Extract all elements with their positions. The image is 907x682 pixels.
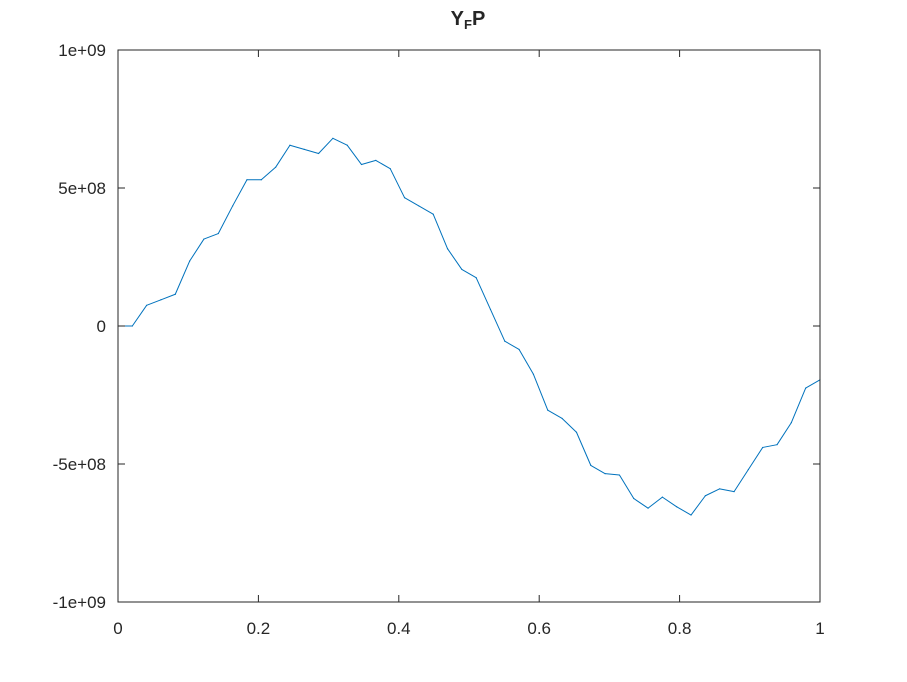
data-point (346, 144, 348, 146)
data-point (232, 205, 234, 207)
data-point (289, 144, 291, 146)
data-point (575, 431, 578, 433)
data-point (375, 159, 377, 161)
data-point (747, 468, 749, 471)
data-point (160, 299, 162, 301)
data-point (146, 304, 148, 306)
data-point (762, 446, 764, 449)
y-tick-label: 0 (97, 317, 106, 336)
series-layer (117, 137, 821, 516)
series-0 (117, 137, 821, 516)
data-point (489, 308, 492, 311)
data-point (633, 497, 635, 500)
data-point (704, 495, 706, 497)
chart-title-suffix: P (472, 8, 485, 30)
data-point (647, 507, 649, 509)
data-point (719, 488, 721, 490)
data-point (303, 148, 305, 150)
data-point (733, 491, 735, 493)
data-point (174, 293, 176, 295)
data-point (189, 260, 191, 262)
data-point (661, 496, 664, 498)
data-point (518, 348, 520, 351)
data-point (590, 464, 592, 466)
data-point (790, 422, 792, 424)
data-point (776, 444, 778, 446)
data-point (618, 474, 621, 476)
plot-area (118, 50, 820, 602)
x-tick-label: 0.6 (527, 619, 551, 638)
data-point (504, 340, 506, 342)
data-point (217, 232, 219, 235)
data-point (418, 205, 420, 207)
data-point (389, 168, 391, 170)
x-tick-label: 0.8 (668, 619, 692, 638)
data-point (403, 197, 406, 199)
y-tick-label: -5e+08 (53, 455, 106, 474)
data-point (461, 268, 463, 271)
data-point (274, 166, 277, 168)
x-tick-label: 0.2 (247, 619, 271, 638)
data-point (246, 179, 248, 181)
data-point (690, 514, 692, 516)
chart-title-main: Y (451, 8, 465, 30)
data-point (432, 213, 434, 215)
data-point (260, 179, 262, 181)
tick-layer: 0 0.2 0.4 0.6 0.8 1 -1e+09 -5e+08 0 5e+08 1e+09 (53, 41, 825, 638)
data-point (547, 409, 549, 411)
data-point (131, 325, 133, 327)
series-line (118, 137, 821, 516)
data-point (317, 152, 320, 155)
y-tick-label: 1e+09 (58, 41, 106, 60)
x-tick-label: 1 (815, 619, 824, 638)
y-tick-label: -1e+09 (53, 593, 106, 612)
data-point (805, 387, 807, 389)
x-tick-label: 0 (113, 619, 122, 638)
data-point (676, 506, 678, 508)
x-tick-label: 0.4 (387, 619, 411, 638)
chart-title: YFP (451, 8, 486, 32)
data-point (203, 238, 205, 240)
data-point (561, 417, 563, 420)
data-point (532, 373, 535, 375)
y-tick-label: 5e+08 (58, 179, 106, 198)
data-point (446, 248, 449, 250)
data-point (604, 473, 606, 475)
data-point (332, 137, 334, 139)
plot-axes-box (117, 49, 821, 603)
data-point (475, 277, 477, 279)
data-point (360, 163, 363, 166)
chart-title-subscript: F (464, 17, 472, 32)
